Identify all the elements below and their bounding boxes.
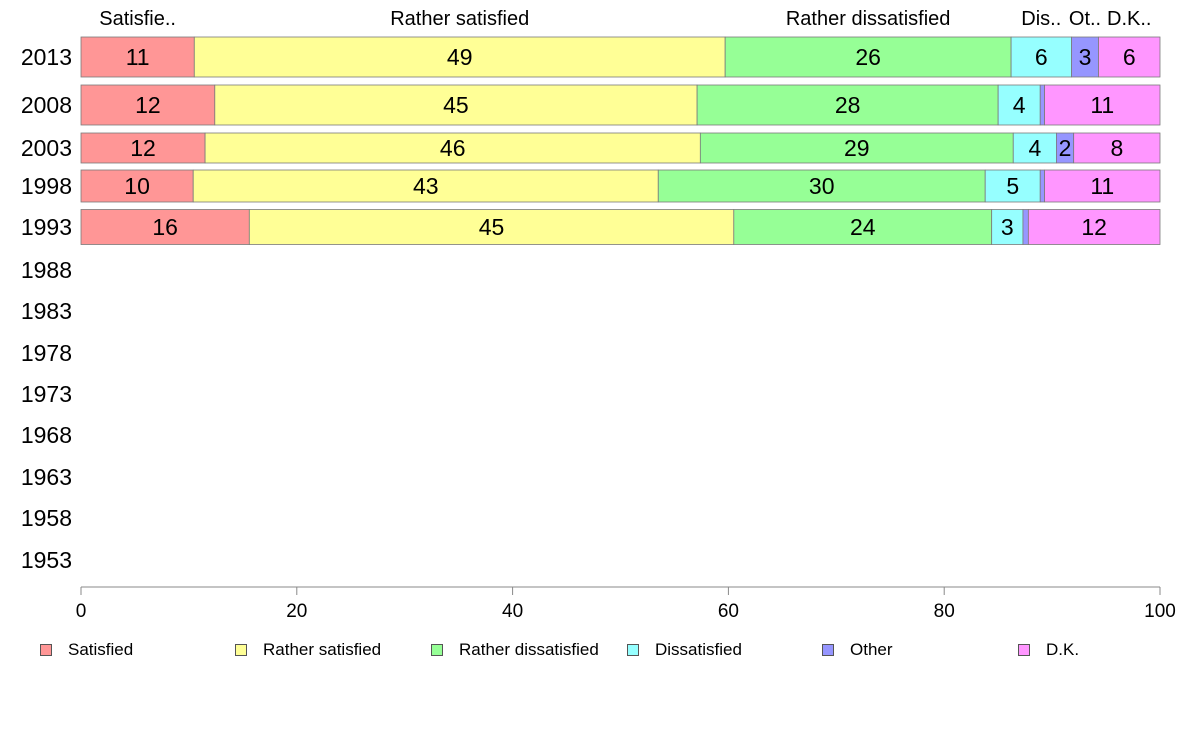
bar-2008-rather-satisfied: [214, 84, 698, 126]
data-label-2003-5: 8: [1110, 135, 1123, 161]
data-label-1993-0: 16: [152, 214, 178, 240]
year-label-1963: 1963: [21, 464, 72, 490]
bar-1993-d-k: [1027, 209, 1161, 245]
year-label-1998: 1998: [21, 173, 72, 199]
legend-label: Rather satisfied: [263, 640, 382, 659]
data-label-2003-4: 2: [1059, 135, 1072, 161]
legend-item-5: D.K.: [1018, 636, 1079, 664]
series-top-label-1: Rather satisfied: [390, 8, 529, 30]
bar-2003-rather-satisfied: [204, 132, 701, 164]
data-label-2008-5: 11: [1090, 92, 1114, 118]
year-label-1968: 1968: [21, 422, 72, 448]
year-label-1988: 1988: [21, 257, 72, 283]
data-label-2003-2: 29: [844, 135, 870, 161]
legend-item-4: Other: [822, 636, 893, 664]
x-tick-label-60: 60: [718, 601, 739, 622]
bar-2008-rather-dissatisfied: [696, 84, 999, 126]
year-label-1993: 1993: [21, 214, 72, 240]
bar-1998-rather-satisfied: [192, 169, 659, 203]
bar-2003-d-k: [1073, 132, 1161, 164]
data-label-2013-3: 6: [1035, 44, 1048, 70]
x-tick-label-20: 20: [286, 601, 307, 622]
legend-label: D.K.: [1046, 640, 1080, 659]
legend-swatch: [1018, 644, 1030, 656]
x-tick-label-100: 100: [1144, 601, 1176, 622]
legend-item-1: Rather satisfied: [235, 636, 381, 664]
legend-swatch: [822, 644, 834, 656]
bar-2003-rather-dissatisfied: [699, 132, 1014, 164]
series-top-label-2: Rather dissatisfied: [786, 8, 951, 30]
data-label-2013-2: 26: [855, 44, 881, 70]
legend-label: Rather dissatisfied: [459, 640, 599, 659]
bar-2013-other: [1071, 36, 1099, 78]
bar-2008-satisfied: [80, 84, 216, 126]
data-label-1993-3: 3: [1001, 214, 1014, 240]
data-label-2008-3: 4: [1013, 92, 1026, 118]
x-tick-label-40: 40: [502, 601, 523, 622]
bar-1998-satisfied: [80, 169, 194, 203]
year-label-1973: 1973: [21, 381, 72, 407]
bar-1998-other: [1039, 169, 1045, 203]
year-label-2003: 2003: [21, 135, 72, 161]
data-label-2008-2: 28: [835, 92, 861, 118]
data-label-2003-1: 46: [440, 135, 466, 161]
bar-1993-dissatisfied: [991, 209, 1024, 245]
legend-label: Dissatisfied: [655, 640, 742, 659]
data-label-1998-5: 11: [1090, 173, 1114, 199]
year-label-1958: 1958: [21, 505, 72, 531]
data-label-1993-1: 45: [479, 214, 505, 240]
series-top-label-0: Satisfie..: [99, 8, 176, 30]
x-tick-label-80: 80: [934, 601, 955, 622]
bar-2013-rather-satisfied: [193, 36, 726, 78]
data-label-1998-3: 5: [1006, 173, 1019, 199]
year-label-1953: 1953: [21, 547, 72, 573]
bar-2013-d-k: [1098, 36, 1161, 78]
data-label-2013-5: 6: [1123, 44, 1136, 70]
legend-item-0: Satisfied: [40, 636, 133, 664]
year-label-1978: 1978: [21, 340, 72, 366]
data-label-1998-2: 30: [809, 173, 835, 199]
data-label-1998-0: 10: [124, 173, 150, 199]
legend-item-2: Rather dissatisfied: [431, 636, 599, 664]
x-tick-label-0: 0: [76, 601, 87, 622]
year-label-1983: 1983: [21, 298, 72, 324]
bar-1993-other: [1022, 209, 1029, 245]
data-label-2013-4: 3: [1079, 44, 1092, 70]
bar-2008-d-k: [1044, 84, 1161, 126]
bar-1993-rather-dissatisfied: [733, 209, 993, 245]
data-label-2013-1: 49: [447, 44, 473, 70]
series-top-label-3: Dis..: [1021, 8, 1061, 30]
legend: Satisfied Rather satisfied Rather dissatis…: [0, 636, 1188, 666]
data-label-2008-0: 12: [135, 92, 161, 118]
bar-2013-satisfied: [80, 36, 195, 78]
legend-swatch: [431, 644, 443, 656]
data-label-1993-5: 12: [1081, 214, 1107, 240]
bar-1993-rather-satisfied: [248, 209, 735, 245]
bar-1993-satisfied: [80, 209, 250, 245]
data-label-2008-1: 45: [443, 92, 469, 118]
legend-item-3: Dissatisfied: [627, 636, 742, 664]
data-label-2003-0: 12: [130, 135, 156, 161]
bar-1998-rather-dissatisfied: [657, 169, 986, 203]
legend-label: Other: [850, 640, 893, 659]
legend-swatch: [627, 644, 639, 656]
data-label-2003-3: 4: [1028, 135, 1041, 161]
legend-swatch: [235, 644, 247, 656]
data-label-2013-0: 11: [126, 44, 150, 70]
series-top-label-5: D.K..: [1107, 8, 1151, 30]
year-label-2013: 2013: [21, 44, 72, 70]
bar-2008-other: [1039, 84, 1045, 126]
series-top-label-4: Ot..: [1069, 8, 1101, 30]
bar-2008-dissatisfied: [997, 84, 1041, 126]
bar-2003-satisfied: [80, 132, 206, 164]
bar-2013-rather-dissatisfied: [724, 36, 1012, 78]
legend-swatch: [40, 644, 52, 656]
data-label-1998-1: 43: [413, 173, 439, 199]
data-label-1993-2: 24: [850, 214, 876, 240]
year-label-2008: 2008: [21, 92, 72, 118]
bar-1998-d-k: [1044, 169, 1161, 203]
legend-label: Satisfied: [68, 640, 134, 659]
